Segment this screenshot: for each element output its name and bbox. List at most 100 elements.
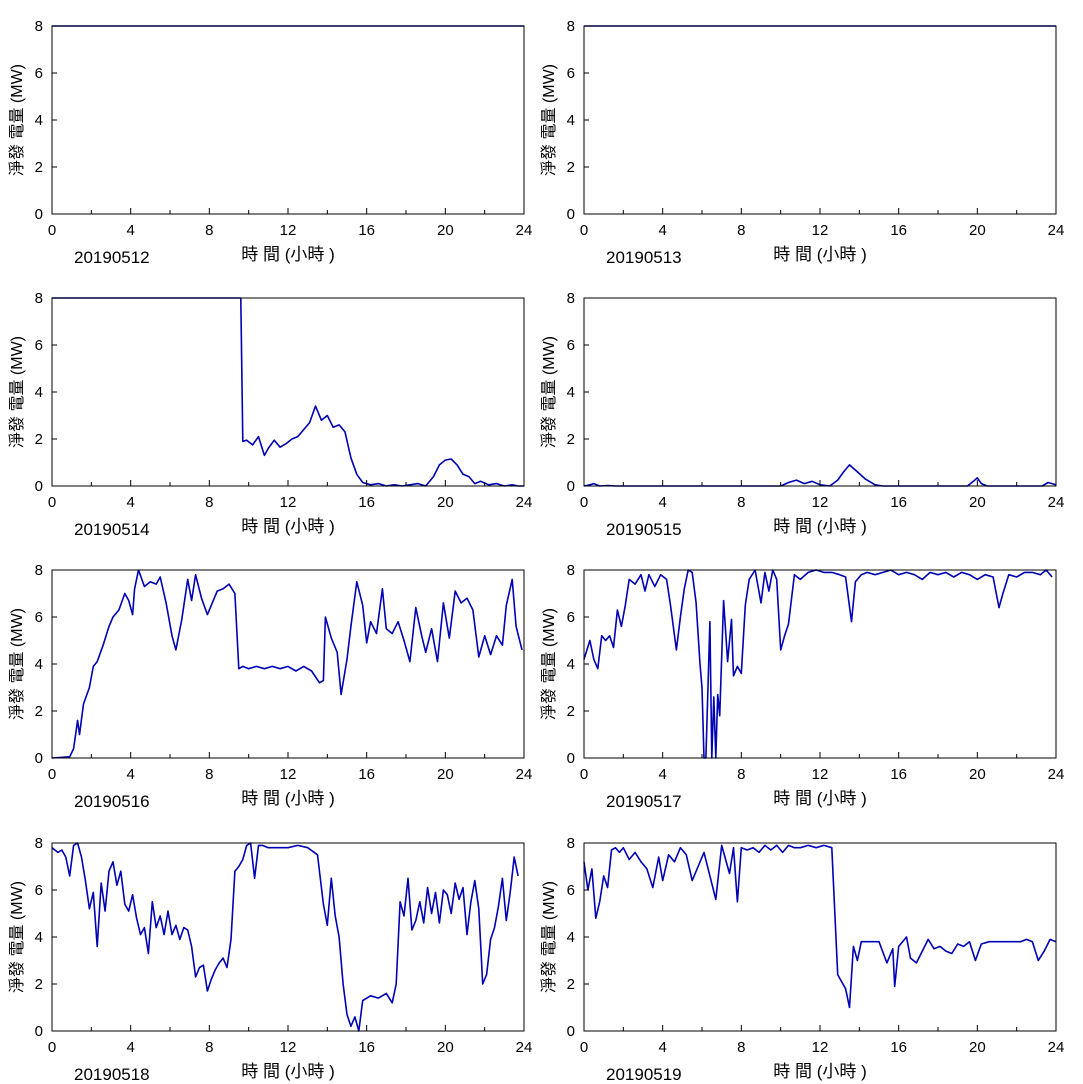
x-tick-label: 24 xyxy=(1048,222,1065,239)
x-tick-label: 4 xyxy=(658,222,666,239)
x-tick-label: 20 xyxy=(437,766,454,783)
y-tick-label: 0 xyxy=(35,750,43,767)
y-tick-label: 0 xyxy=(567,750,575,767)
x-axis-label: 時 間 (小時 ) xyxy=(773,789,867,808)
y-tick-label: 0 xyxy=(567,1023,575,1040)
x-tick-label: 24 xyxy=(516,494,533,511)
x-axis-label: 時 間 (小時 ) xyxy=(241,789,335,808)
y-axis-label: 淨發 電量 (MW) xyxy=(8,881,26,993)
x-tick-label: 24 xyxy=(1048,766,1065,783)
x-tick-label: 16 xyxy=(358,222,375,239)
x-tick-label: 0 xyxy=(580,766,588,783)
date-label: 20190514 xyxy=(74,520,150,539)
x-tick-label: 16 xyxy=(890,494,907,511)
y-tick-label: 2 xyxy=(35,159,43,176)
y-tick-label: 2 xyxy=(35,431,43,448)
x-tick-label: 16 xyxy=(890,766,907,783)
y-axis-label: 淨發 電量 (MW) xyxy=(8,608,26,720)
y-axis-label: 淨發 電量 (MW) xyxy=(8,336,26,448)
y-tick-label: 8 xyxy=(35,562,43,579)
x-tick-label: 12 xyxy=(812,1039,829,1056)
x-tick-label: 20 xyxy=(969,494,986,511)
date-label: 20190517 xyxy=(606,792,682,811)
x-tick-label: 8 xyxy=(205,222,213,239)
y-tick-label: 8 xyxy=(567,290,575,307)
date-label: 20190512 xyxy=(74,248,150,267)
y-tick-label: 4 xyxy=(35,112,43,129)
plot-frame xyxy=(583,842,1057,1032)
y-tick-label: 6 xyxy=(567,65,575,82)
x-tick-label: 16 xyxy=(358,494,375,511)
y-tick-label: 0 xyxy=(35,1023,43,1040)
y-tick-label: 2 xyxy=(567,703,575,720)
y-tick-label: 2 xyxy=(567,431,575,448)
x-tick-label: 4 xyxy=(658,1039,666,1056)
y-tick-label: 8 xyxy=(35,290,43,307)
x-axis-label: 時 間 (小時 ) xyxy=(241,1062,335,1081)
x-tick-label: 0 xyxy=(48,494,56,511)
x-tick-label: 12 xyxy=(812,766,829,783)
y-tick-label: 6 xyxy=(35,609,43,626)
y-tick-label: 2 xyxy=(567,976,575,993)
series-line xyxy=(583,569,1053,759)
plot-frame xyxy=(51,25,525,215)
x-axis-label: 時 間 (小時 ) xyxy=(241,245,335,264)
x-axis-label: 時 間 (小時 ) xyxy=(773,517,867,536)
x-tick-label: 8 xyxy=(737,222,745,239)
y-tick-label: 6 xyxy=(35,65,43,82)
x-tick-label: 16 xyxy=(890,222,907,239)
x-tick-label: 8 xyxy=(205,1039,213,1056)
y-tick-label: 6 xyxy=(35,882,43,899)
y-axis-label: 淨發 電量 (MW) xyxy=(540,64,558,176)
x-tick-label: 16 xyxy=(358,766,375,783)
x-tick-label: 0 xyxy=(48,766,56,783)
y-tick-label: 0 xyxy=(35,206,43,223)
x-tick-label: 24 xyxy=(516,766,533,783)
x-tick-label: 4 xyxy=(126,1039,134,1056)
y-tick-label: 8 xyxy=(567,562,575,579)
x-tick-label: 8 xyxy=(205,766,213,783)
date-label: 20190516 xyxy=(74,792,150,811)
y-tick-label: 4 xyxy=(567,112,575,129)
x-tick-label: 20 xyxy=(437,1039,454,1056)
date-label: 20190513 xyxy=(606,248,682,267)
x-tick-label: 4 xyxy=(126,766,134,783)
x-tick-label: 20 xyxy=(969,766,986,783)
series-line xyxy=(583,844,1057,1009)
x-tick-label: 4 xyxy=(126,494,134,511)
x-tick-label: 20 xyxy=(437,494,454,511)
y-tick-label: 0 xyxy=(567,206,575,223)
y-tick-label: 0 xyxy=(567,478,575,495)
x-tick-label: 16 xyxy=(890,1039,907,1056)
date-label: 20190518 xyxy=(74,1065,150,1084)
x-axis-label: 時 間 (小時 ) xyxy=(773,245,867,264)
y-tick-label: 4 xyxy=(567,384,575,401)
y-axis-label: 淨發 電量 (MW) xyxy=(540,608,558,720)
y-tick-label: 8 xyxy=(567,18,575,35)
x-tick-label: 12 xyxy=(280,222,297,239)
y-tick-label: 4 xyxy=(567,656,575,673)
y-tick-label: 8 xyxy=(35,18,43,35)
y-tick-label: 8 xyxy=(567,835,575,852)
x-tick-label: 12 xyxy=(280,766,297,783)
x-tick-label: 16 xyxy=(358,1039,375,1056)
y-tick-label: 4 xyxy=(35,929,43,946)
y-tick-label: 2 xyxy=(567,159,575,176)
x-tick-label: 0 xyxy=(580,1039,588,1056)
x-tick-label: 8 xyxy=(737,766,745,783)
y-tick-label: 6 xyxy=(35,337,43,354)
x-tick-label: 4 xyxy=(658,494,666,511)
x-tick-label: 24 xyxy=(516,1039,533,1056)
y-axis-label: 淨發 電量 (MW) xyxy=(8,64,26,176)
plot-frame xyxy=(583,569,1057,759)
plot-frame xyxy=(51,297,525,487)
x-tick-label: 12 xyxy=(812,222,829,239)
x-tick-label: 4 xyxy=(126,222,134,239)
x-tick-label: 12 xyxy=(280,494,297,511)
x-tick-label: 8 xyxy=(737,494,745,511)
x-tick-label: 0 xyxy=(48,222,56,239)
